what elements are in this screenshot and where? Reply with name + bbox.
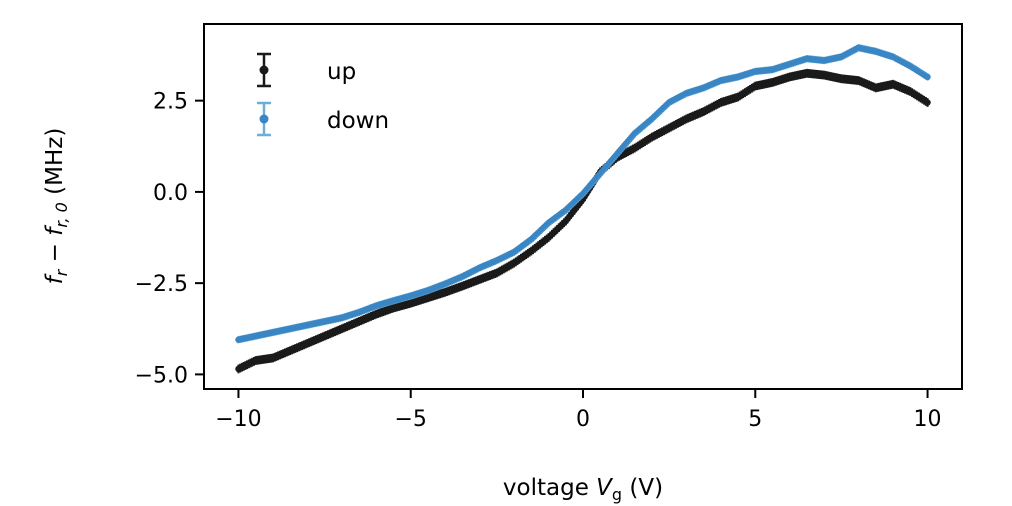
x-axis-ticks: −10 −5 0 5 10	[215, 389, 942, 432]
data-point	[924, 73, 931, 81]
x-tick-label: 10	[914, 407, 942, 432]
legend-marker-down	[257, 101, 271, 137]
y-tick-label: 0.0	[153, 181, 188, 206]
data-series	[235, 44, 931, 374]
y-axis-label: fr − fr, 0 (MHz)	[42, 128, 71, 285]
legend: up down	[257, 52, 389, 137]
legend-label-down: down	[327, 108, 389, 134]
legend-label-up: up	[327, 59, 356, 85]
x-tick-label: 5	[748, 407, 762, 432]
x-axis-label: voltage Vg (V)	[503, 475, 663, 504]
x-tick-label: −5	[395, 407, 427, 432]
plot-area	[204, 24, 962, 389]
y-tick-label: −2.5	[135, 272, 188, 297]
data-point	[924, 99, 931, 106]
series-up	[235, 68, 931, 374]
series-down	[235, 44, 931, 344]
y-tick-label: −5.0	[135, 363, 188, 388]
legend-marker-up	[257, 52, 271, 88]
x-tick-label: −10	[215, 407, 261, 432]
y-tick-label: 2.5	[153, 90, 188, 115]
y-axis-ticks: −5.0 −2.5 0.0 2.5	[135, 90, 204, 388]
x-tick-label: 0	[576, 407, 590, 432]
plot-frame	[203, 23, 963, 390]
